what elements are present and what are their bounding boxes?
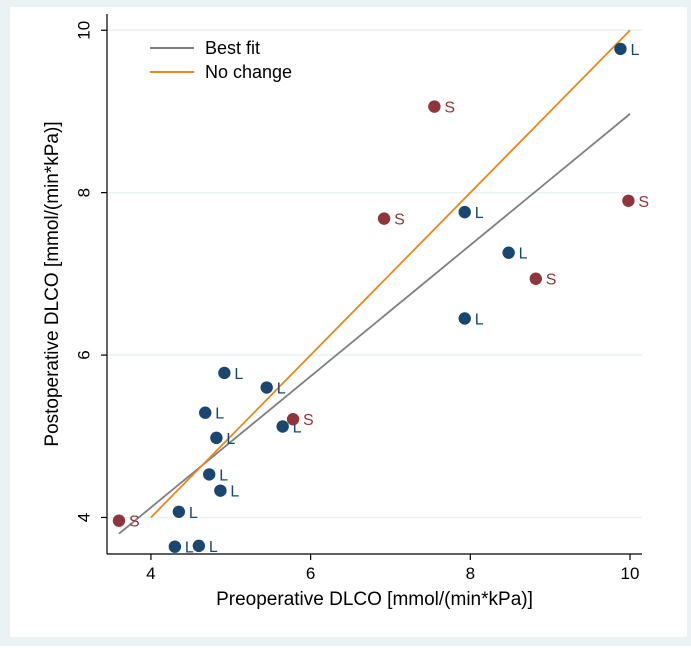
point-label-14: L — [475, 205, 484, 222]
point-label-5: L — [219, 467, 228, 484]
point-label-12: S — [394, 212, 405, 229]
point-label-16: L — [519, 246, 528, 263]
data-point-S-0 — [112, 514, 126, 527]
data-point-S-13 — [428, 100, 441, 113]
x-tick-label-8: 8 — [466, 564, 475, 583]
point-label-4: L — [230, 484, 239, 501]
data-point-L-10 — [276, 420, 289, 433]
data-point-L-4 — [214, 484, 227, 497]
point-label-6: L — [226, 431, 235, 448]
point-label-2: L — [209, 539, 218, 556]
data-point-L-16 — [502, 246, 515, 259]
data-point-S-11 — [286, 413, 300, 426]
axes: 4 6 8 10 4 6 8 10 — [74, 14, 642, 583]
data-point-L-5 — [203, 468, 216, 481]
x-tick-label-4: 4 — [146, 564, 155, 583]
point-label-13: S — [444, 100, 455, 117]
y-tick-label-10: 10 — [74, 21, 93, 40]
plot-area-background — [10, 7, 687, 637]
point-label-1: L — [185, 540, 194, 557]
data-point-S-19 — [622, 194, 635, 207]
point-label-9: L — [277, 381, 286, 398]
point-label-17: S — [546, 272, 557, 289]
point-label-10: L — [293, 420, 302, 437]
data-point-S-17 — [529, 272, 542, 285]
point-label-0: S — [129, 514, 140, 531]
data-point-L-18 — [614, 42, 627, 56]
data-point-L-3 — [172, 505, 186, 518]
data-point-L-14 — [458, 205, 471, 219]
point-label-3: L — [189, 505, 198, 522]
data-point-L-7 — [199, 406, 212, 419]
legend-label-best-fit: Best fit — [205, 38, 260, 58]
point-label-18: L — [630, 42, 639, 59]
data-point-L-6 — [210, 431, 223, 445]
grid-lines — [107, 29, 642, 519]
data-point-L-1 — [168, 540, 182, 553]
point-label-11: S — [303, 412, 314, 429]
no-change-line — [150, 29, 631, 519]
point-label-15: L — [475, 312, 484, 329]
y-axis-title: Postoperative DLCO [mmol/(min*kPa)] — [42, 121, 63, 446]
legend: Best fit No change — [150, 38, 292, 82]
data-point-S-12 — [377, 212, 391, 225]
point-label-19: S — [638, 194, 649, 211]
data-point-L-8 — [218, 366, 231, 380]
x-tick-label-10: 10 — [621, 564, 640, 583]
data-point-L-15 — [458, 312, 471, 325]
x-axis-title: Preoperative DLCO [mmol/(min*kPa)] — [216, 589, 533, 610]
x-tick-label-6: 6 — [306, 564, 315, 583]
point-label-8: L — [234, 366, 243, 383]
y-tick-label-8: 8 — [74, 188, 93, 197]
y-tick-label-4: 4 — [74, 513, 93, 522]
reference-lines — [118, 29, 631, 535]
data-point-L-9 — [260, 381, 273, 394]
y-tick-label-6: 6 — [74, 350, 93, 359]
legend-label-no-change: No change — [205, 62, 292, 82]
data-point-L-2 — [192, 539, 206, 553]
point-label-7: L — [215, 406, 224, 423]
